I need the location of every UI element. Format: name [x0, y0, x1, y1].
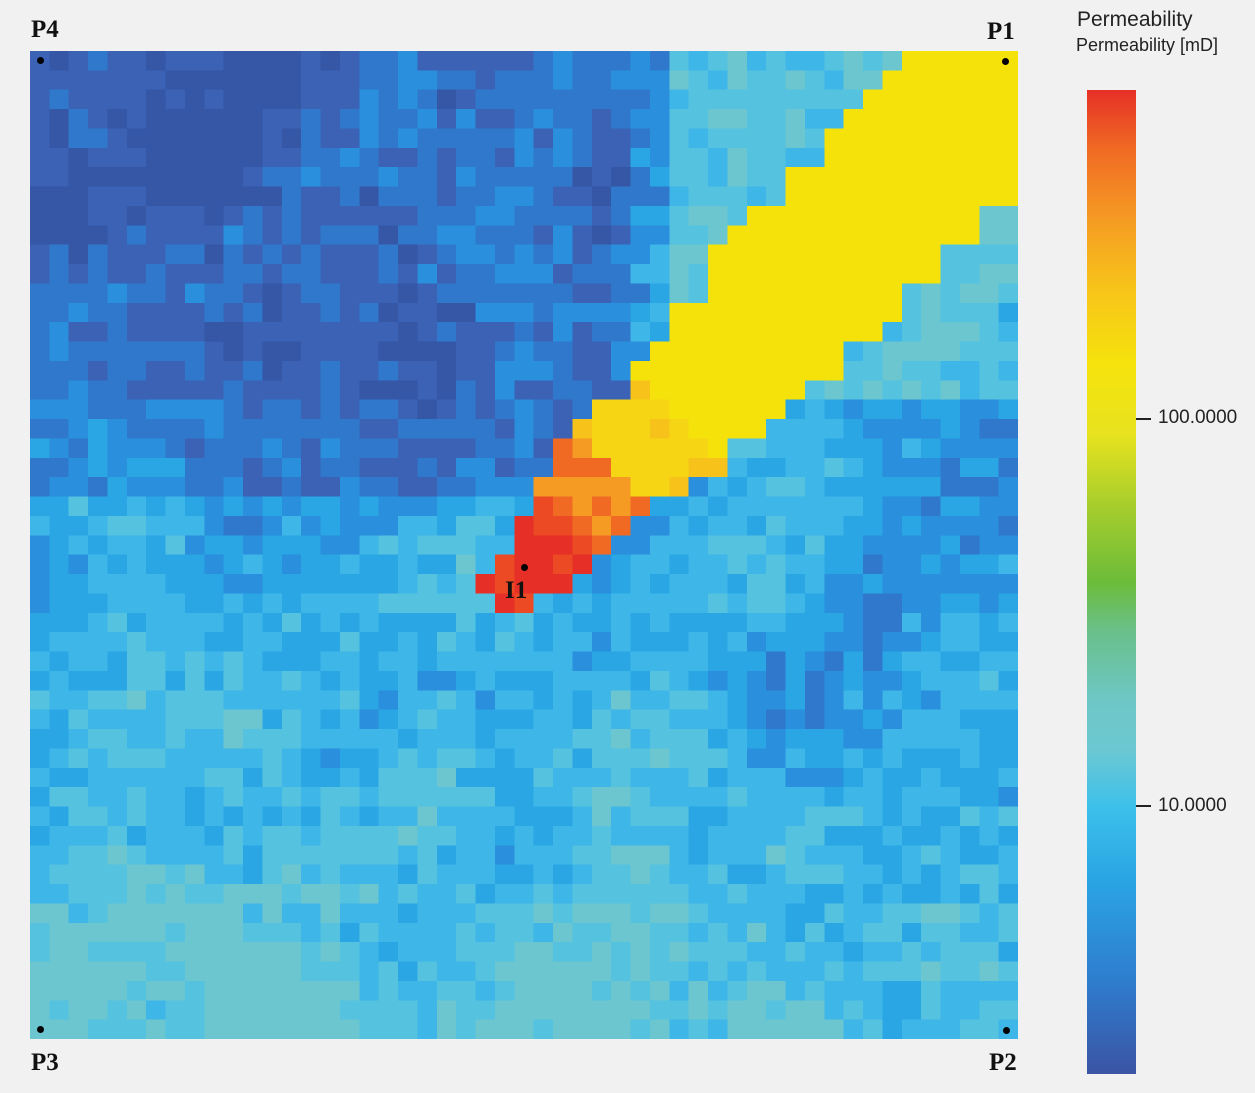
colorbar — [1087, 90, 1136, 1074]
well-marker-p2 — [1003, 1027, 1010, 1034]
well-label-p2: P2 — [989, 1049, 1017, 1076]
well-marker-p3 — [37, 1026, 44, 1033]
well-marker-i1 — [521, 564, 528, 571]
well-marker-p1 — [1002, 58, 1009, 65]
legend-subtitle: Permeability [mD] — [1076, 35, 1219, 55]
colorbar-tick-10 — [1136, 805, 1151, 807]
well-label-p1: P1 — [987, 18, 1015, 45]
well-label-p4: P4 — [31, 16, 59, 43]
well-label-i1: I1 — [505, 577, 528, 604]
colorbar-tick-label-100: 100.0000 — [1158, 407, 1238, 428]
colorbar-tick-label-10: 10.0000 — [1158, 795, 1227, 816]
well-label-p3: P3 — [31, 1049, 59, 1076]
well-marker-p4 — [37, 57, 44, 64]
permeability-map — [30, 51, 1018, 1039]
legend-title: Permeability — [1077, 8, 1193, 31]
colorbar-tick-100 — [1136, 418, 1151, 420]
